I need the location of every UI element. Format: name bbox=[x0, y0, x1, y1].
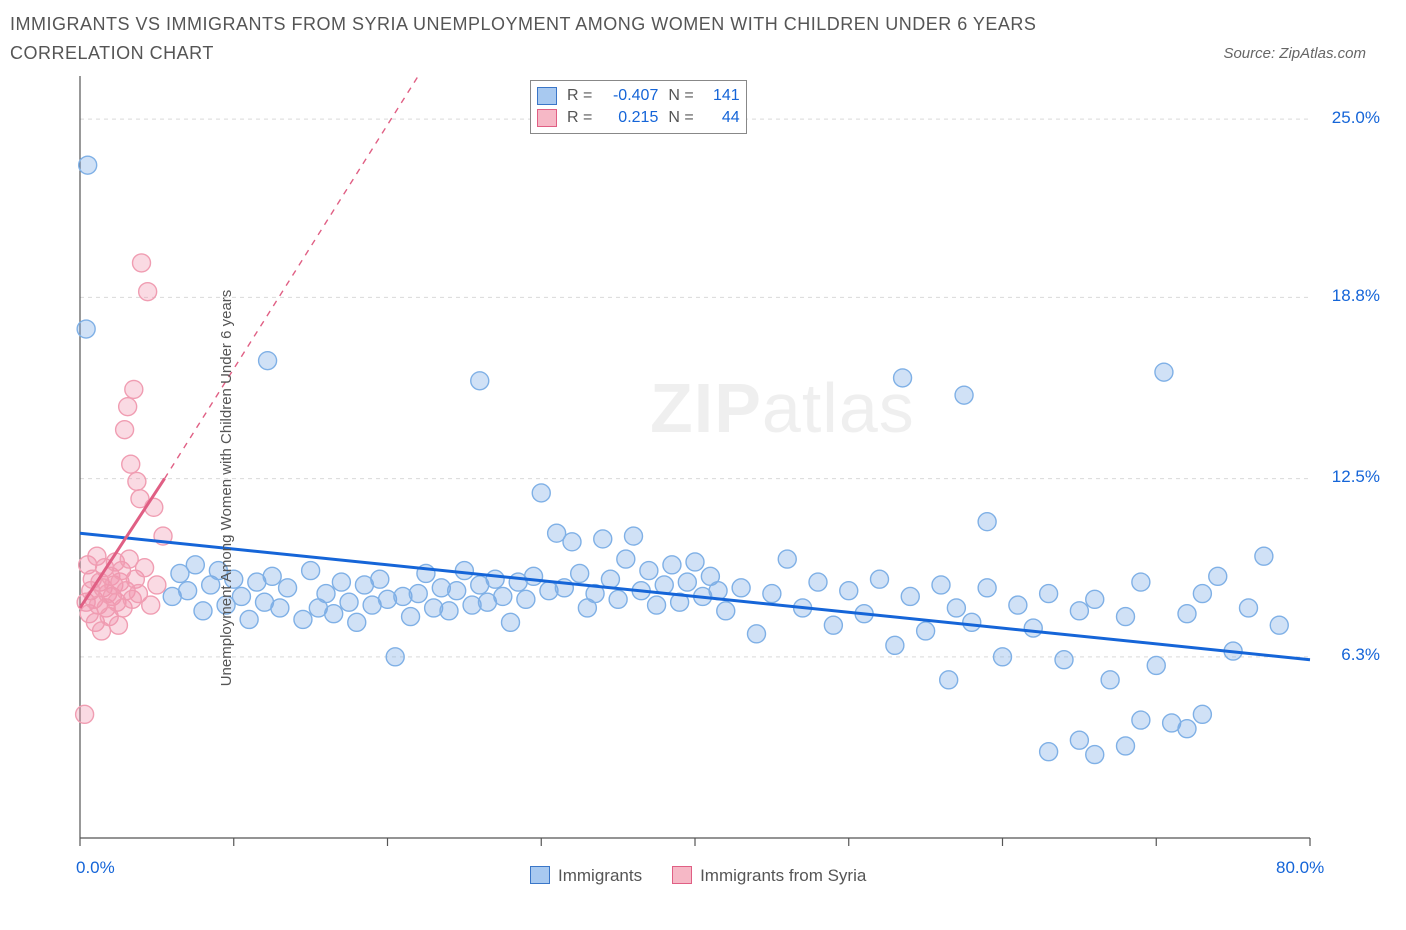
axis-tick-label: 80.0% bbox=[1276, 858, 1324, 878]
axis-tick-label: 6.3% bbox=[1341, 645, 1380, 665]
chart-container: Unemployment Among Women with Children U… bbox=[10, 68, 1396, 908]
correlation-row: R =-0.407N =141 bbox=[537, 85, 740, 107]
axis-tick-label: 0.0% bbox=[76, 858, 115, 878]
legend-swatch bbox=[672, 866, 692, 884]
legend-swatch bbox=[537, 87, 557, 105]
correlation-legend: R =-0.407N =141R =0.215N =44 bbox=[530, 80, 747, 134]
series-legend: Immigrants Immigrants from Syria bbox=[530, 866, 866, 886]
legend-swatch bbox=[530, 866, 550, 884]
axis-tick-label: 25.0% bbox=[1332, 108, 1380, 128]
legend-swatch bbox=[537, 109, 557, 127]
legend-item: Immigrants bbox=[530, 866, 642, 886]
chart-source: Source: ZipAtlas.com bbox=[1223, 45, 1396, 68]
legend-item: Immigrants from Syria bbox=[672, 866, 866, 886]
axis-tick-label: 18.8% bbox=[1332, 286, 1380, 306]
chart-title: IMMIGRANTS VS IMMIGRANTS FROM SYRIA UNEM… bbox=[10, 10, 1110, 68]
axis-tick-label: 12.5% bbox=[1332, 467, 1380, 487]
y-axis-label: Unemployment Among Women with Children U… bbox=[218, 289, 235, 686]
correlation-row: R =0.215N =44 bbox=[537, 107, 740, 129]
